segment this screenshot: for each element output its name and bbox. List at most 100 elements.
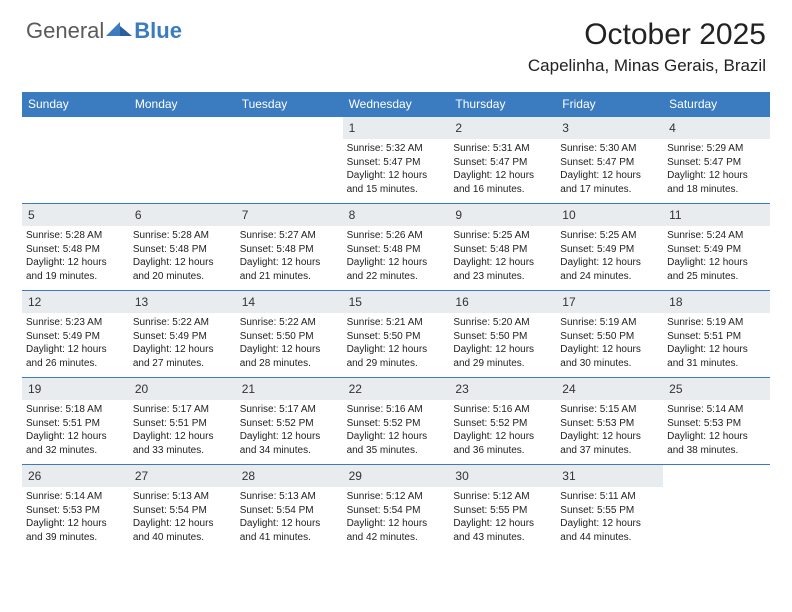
day-number: 7	[236, 204, 343, 226]
calendar-week: 5Sunrise: 5:28 AMSunset: 5:48 PMDaylight…	[22, 203, 770, 290]
sunset-text: Sunset: 5:49 PM	[26, 330, 125, 344]
sunrise-text: Sunrise: 5:22 AM	[133, 316, 232, 330]
sunrise-text: Sunrise: 5:12 AM	[453, 490, 552, 504]
calendar-day: 28Sunrise: 5:13 AMSunset: 5:54 PMDayligh…	[236, 465, 343, 551]
day-number: 4	[663, 117, 770, 139]
daylight-text: and 26 minutes.	[26, 357, 125, 371]
calendar-day: 30Sunrise: 5:12 AMSunset: 5:55 PMDayligh…	[449, 465, 556, 551]
sunrise-text: Sunrise: 5:18 AM	[26, 403, 125, 417]
sunrise-text: Sunrise: 5:27 AM	[240, 229, 339, 243]
calendar-day: 7Sunrise: 5:27 AMSunset: 5:48 PMDaylight…	[236, 204, 343, 290]
daylight-text: Daylight: 12 hours	[560, 517, 659, 531]
daylight-text: and 40 minutes.	[133, 531, 232, 545]
day-number: 28	[236, 465, 343, 487]
daylight-text: and 24 minutes.	[560, 270, 659, 284]
calendar-day: 23Sunrise: 5:16 AMSunset: 5:52 PMDayligh…	[449, 378, 556, 464]
daylight-text: Daylight: 12 hours	[133, 430, 232, 444]
calendar-day: 1Sunrise: 5:32 AMSunset: 5:47 PMDaylight…	[343, 117, 450, 203]
calendar-day: 20Sunrise: 5:17 AMSunset: 5:51 PMDayligh…	[129, 378, 236, 464]
sunrise-text: Sunrise: 5:14 AM	[667, 403, 766, 417]
calendar-day: 24Sunrise: 5:15 AMSunset: 5:53 PMDayligh…	[556, 378, 663, 464]
day-number: 6	[129, 204, 236, 226]
day-number: 11	[663, 204, 770, 226]
sunset-text: Sunset: 5:52 PM	[240, 417, 339, 431]
sunset-text: Sunset: 5:49 PM	[667, 243, 766, 257]
sunrise-text: Sunrise: 5:16 AM	[453, 403, 552, 417]
daylight-text: and 29 minutes.	[453, 357, 552, 371]
sunrise-text: Sunrise: 5:31 AM	[453, 142, 552, 156]
daylight-text: Daylight: 12 hours	[26, 343, 125, 357]
calendar-day: 31Sunrise: 5:11 AMSunset: 5:55 PMDayligh…	[556, 465, 663, 551]
sunset-text: Sunset: 5:50 PM	[560, 330, 659, 344]
daylight-text: Daylight: 12 hours	[240, 256, 339, 270]
daylight-text: Daylight: 12 hours	[667, 343, 766, 357]
daylight-text: Daylight: 12 hours	[453, 256, 552, 270]
day-number: 10	[556, 204, 663, 226]
brand-part1: General	[26, 18, 104, 44]
day-number: 19	[22, 378, 129, 400]
sunset-text: Sunset: 5:51 PM	[133, 417, 232, 431]
sunrise-text: Sunrise: 5:32 AM	[347, 142, 446, 156]
day-number: 12	[22, 291, 129, 313]
daylight-text: Daylight: 12 hours	[347, 343, 446, 357]
calendar-day: 14Sunrise: 5:22 AMSunset: 5:50 PMDayligh…	[236, 291, 343, 377]
daylight-text: Daylight: 12 hours	[453, 517, 552, 531]
daylight-text: and 15 minutes.	[347, 183, 446, 197]
daylight-text: Daylight: 12 hours	[560, 430, 659, 444]
day-number: 26	[22, 465, 129, 487]
sunset-text: Sunset: 5:47 PM	[560, 156, 659, 170]
day-number: 31	[556, 465, 663, 487]
calendar-day: 11Sunrise: 5:24 AMSunset: 5:49 PMDayligh…	[663, 204, 770, 290]
daylight-text: and 35 minutes.	[347, 444, 446, 458]
daylight-text: Daylight: 12 hours	[240, 430, 339, 444]
daylight-text: Daylight: 12 hours	[453, 169, 552, 183]
calendar-day: 5Sunrise: 5:28 AMSunset: 5:48 PMDaylight…	[22, 204, 129, 290]
day-number: 23	[449, 378, 556, 400]
daylight-text: and 16 minutes.	[453, 183, 552, 197]
sunrise-text: Sunrise: 5:17 AM	[240, 403, 339, 417]
calendar-day: 15Sunrise: 5:21 AMSunset: 5:50 PMDayligh…	[343, 291, 450, 377]
calendar-week: 26Sunrise: 5:14 AMSunset: 5:53 PMDayligh…	[22, 464, 770, 551]
brand-part2: Blue	[134, 18, 182, 44]
sunrise-text: Sunrise: 5:13 AM	[133, 490, 232, 504]
day-number: 9	[449, 204, 556, 226]
sunrise-text: Sunrise: 5:28 AM	[26, 229, 125, 243]
day-number: 3	[556, 117, 663, 139]
daylight-text: and 38 minutes.	[667, 444, 766, 458]
sunset-text: Sunset: 5:48 PM	[347, 243, 446, 257]
sunset-text: Sunset: 5:55 PM	[453, 504, 552, 518]
sunrise-text: Sunrise: 5:26 AM	[347, 229, 446, 243]
daylight-text: and 22 minutes.	[347, 270, 446, 284]
calendar-day: 19 Sunrise: 5:18 AMSunset: 5:51 PMDayligh…	[22, 378, 129, 464]
day-number: 13	[129, 291, 236, 313]
daylight-text: Daylight: 12 hours	[347, 169, 446, 183]
calendar-day: 13Sunrise: 5:22 AMSunset: 5:49 PMDayligh…	[129, 291, 236, 377]
day-number: 22	[343, 378, 450, 400]
day-number: 25	[663, 378, 770, 400]
weekday-header: Sunday	[22, 92, 129, 117]
day-number: 21	[236, 378, 343, 400]
calendar-day	[663, 465, 770, 551]
daylight-text: Daylight: 12 hours	[26, 430, 125, 444]
daylight-text: Daylight: 12 hours	[133, 343, 232, 357]
calendar-day: 12Sunrise: 5:23 AMSunset: 5:49 PMDayligh…	[22, 291, 129, 377]
calendar-day: 10Sunrise: 5:25 AMSunset: 5:49 PMDayligh…	[556, 204, 663, 290]
sunrise-text: Sunrise: 5:19 AM	[560, 316, 659, 330]
daylight-text: Daylight: 12 hours	[347, 517, 446, 531]
sunrise-text: Sunrise: 5:25 AM	[453, 229, 552, 243]
sunset-text: Sunset: 5:50 PM	[453, 330, 552, 344]
sunset-text: Sunset: 5:51 PM	[26, 417, 125, 431]
day-number: 14	[236, 291, 343, 313]
sunset-text: Sunset: 5:49 PM	[560, 243, 659, 257]
daylight-text: and 42 minutes.	[347, 531, 446, 545]
sunset-text: Sunset: 5:54 PM	[133, 504, 232, 518]
sunrise-text: Sunrise: 5:22 AM	[240, 316, 339, 330]
sunset-text: Sunset: 5:52 PM	[453, 417, 552, 431]
daylight-text: and 23 minutes.	[453, 270, 552, 284]
weekday-header: Saturday	[663, 92, 770, 117]
daylight-text: and 32 minutes.	[26, 444, 125, 458]
day-number: 24	[556, 378, 663, 400]
sunrise-text: Sunrise: 5:11 AM	[560, 490, 659, 504]
calendar: Sunday Monday Tuesday Wednesday Thursday…	[22, 92, 770, 551]
brand-triangle-icon	[106, 22, 132, 40]
